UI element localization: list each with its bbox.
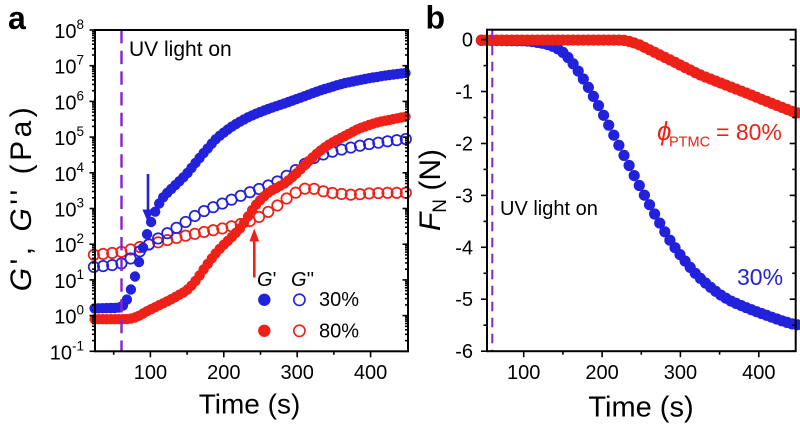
svg-text:-6: -6 [455,341,473,363]
svg-text:G': G' [257,269,276,291]
svg-text:300: 300 [281,362,314,384]
svg-text:Time (s): Time (s) [588,392,693,424]
svg-text:30%: 30% [319,289,359,311]
svg-text:-2: -2 [455,134,473,156]
svg-text:-3: -3 [455,185,473,207]
svg-text:UV light on: UV light on [129,38,232,61]
svg-text:400: 400 [742,362,775,384]
svg-text:G', G'' (Pa): G', G'' (Pa) [5,104,38,292]
svg-text:80%: 80% [319,321,359,343]
svg-text:G'': G'' [291,269,314,291]
svg-text:400: 400 [354,362,387,384]
svg-text:= 80%: = 80% [716,119,782,145]
svg-text:UV light on: UV light on [500,198,598,220]
svg-text:-5: -5 [455,289,473,311]
svg-text:FN (N): FN (N) [414,149,451,231]
svg-text:-1: -1 [455,82,473,104]
svg-text:100: 100 [507,362,540,384]
svg-text:a: a [8,0,26,36]
svg-text:30%: 30% [737,264,783,290]
svg-text:200: 200 [207,362,240,384]
svg-text:0: 0 [462,30,473,52]
svg-text:ϕ: ϕ [657,116,671,146]
svg-text:PTMC: PTMC [669,135,710,151]
svg-text:b: b [426,0,446,36]
svg-text:-4: -4 [455,237,473,259]
svg-text:300: 300 [664,362,697,384]
svg-text:200: 200 [585,362,618,384]
svg-text:100: 100 [134,362,167,384]
svg-text:Time (s): Time (s) [199,389,301,420]
